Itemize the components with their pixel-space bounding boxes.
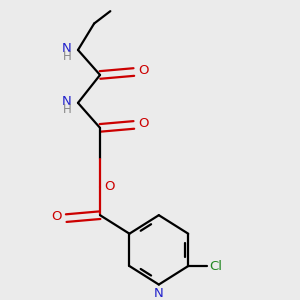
Text: N: N xyxy=(62,42,72,55)
Text: O: O xyxy=(104,180,115,193)
Text: Cl: Cl xyxy=(209,260,222,272)
Text: O: O xyxy=(138,64,149,77)
Text: O: O xyxy=(51,210,62,223)
Text: H: H xyxy=(62,103,71,116)
Text: H: H xyxy=(62,50,71,63)
Text: N: N xyxy=(62,95,72,108)
Text: N: N xyxy=(154,287,164,300)
Text: O: O xyxy=(138,117,149,130)
